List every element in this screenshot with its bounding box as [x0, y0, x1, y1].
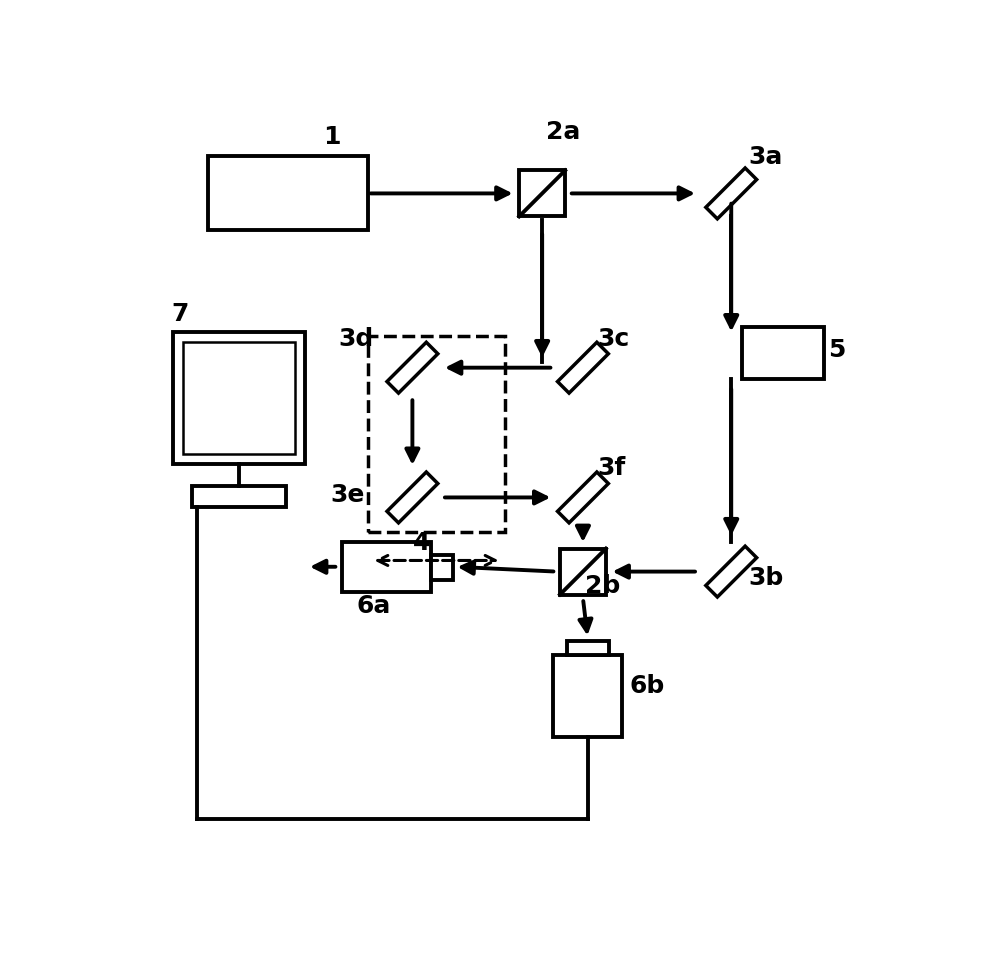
Polygon shape: [706, 546, 757, 597]
Text: 3b: 3b: [748, 566, 784, 590]
Bar: [567, 640, 609, 656]
Polygon shape: [558, 342, 608, 393]
Text: 7: 7: [171, 302, 189, 326]
Bar: [368, 336, 505, 533]
Bar: [742, 326, 824, 378]
Polygon shape: [387, 342, 438, 393]
Text: 6a: 6a: [357, 594, 391, 618]
Bar: [342, 542, 431, 591]
Text: 3e: 3e: [331, 483, 365, 508]
Bar: [560, 549, 606, 594]
Polygon shape: [558, 472, 608, 523]
Text: 1: 1: [323, 125, 341, 149]
Bar: [208, 156, 368, 230]
Text: 6b: 6b: [630, 674, 665, 697]
Polygon shape: [387, 472, 438, 523]
Text: 4: 4: [413, 531, 431, 555]
Polygon shape: [706, 168, 757, 219]
Text: 3f: 3f: [598, 456, 626, 481]
Bar: [553, 656, 622, 737]
Bar: [519, 170, 565, 217]
Bar: [431, 556, 453, 580]
Bar: [192, 486, 286, 508]
Text: 3a: 3a: [748, 145, 783, 169]
Text: 3d: 3d: [338, 326, 373, 351]
Text: 2a: 2a: [546, 119, 580, 143]
Text: 3c: 3c: [598, 326, 630, 351]
Text: 2b: 2b: [585, 574, 620, 597]
Bar: [183, 342, 295, 455]
Bar: [173, 332, 305, 464]
Text: 5: 5: [828, 338, 845, 362]
